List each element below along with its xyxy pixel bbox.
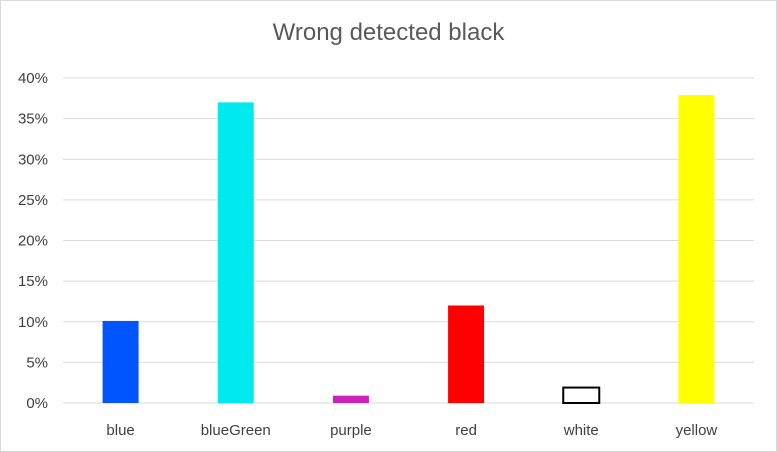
x-tick-label-purple: purple [330, 422, 372, 439]
x-axis-tick-labels: blue blueGreen purple red white yellow [106, 422, 717, 439]
y-tick-label: 15% [18, 273, 48, 290]
bar-purple [332, 395, 369, 403]
x-tick-label-white: white [563, 422, 599, 439]
bar-yellow [678, 95, 715, 403]
x-tick-label-blueGreen: blueGreen [201, 422, 271, 439]
y-tick-label: 40% [18, 70, 48, 87]
y-tick-label: 25% [18, 192, 48, 209]
bar-blue [102, 320, 139, 403]
chart-title: Wrong detected black [272, 19, 505, 46]
y-tick-label: 0% [26, 395, 48, 412]
y-tick-label: 30% [18, 151, 48, 168]
bar-blueGreen [217, 102, 254, 403]
y-tick-label: 20% [18, 233, 48, 250]
x-tick-label-blue: blue [106, 422, 134, 439]
y-tick-label: 5% [26, 354, 48, 371]
x-tick-label-yellow: yellow [676, 422, 718, 439]
y-tick-label: 10% [18, 314, 48, 331]
bars [102, 95, 715, 404]
y-axis-tick-labels: 0% 5% 10% 15% 20% 25% 30% 35% 40% [18, 70, 48, 412]
bar-white [562, 386, 601, 404]
y-tick-label: 35% [18, 111, 48, 128]
x-tick-label-red: red [455, 422, 477, 439]
bar-red [448, 305, 485, 403]
gridlines [63, 77, 754, 404]
